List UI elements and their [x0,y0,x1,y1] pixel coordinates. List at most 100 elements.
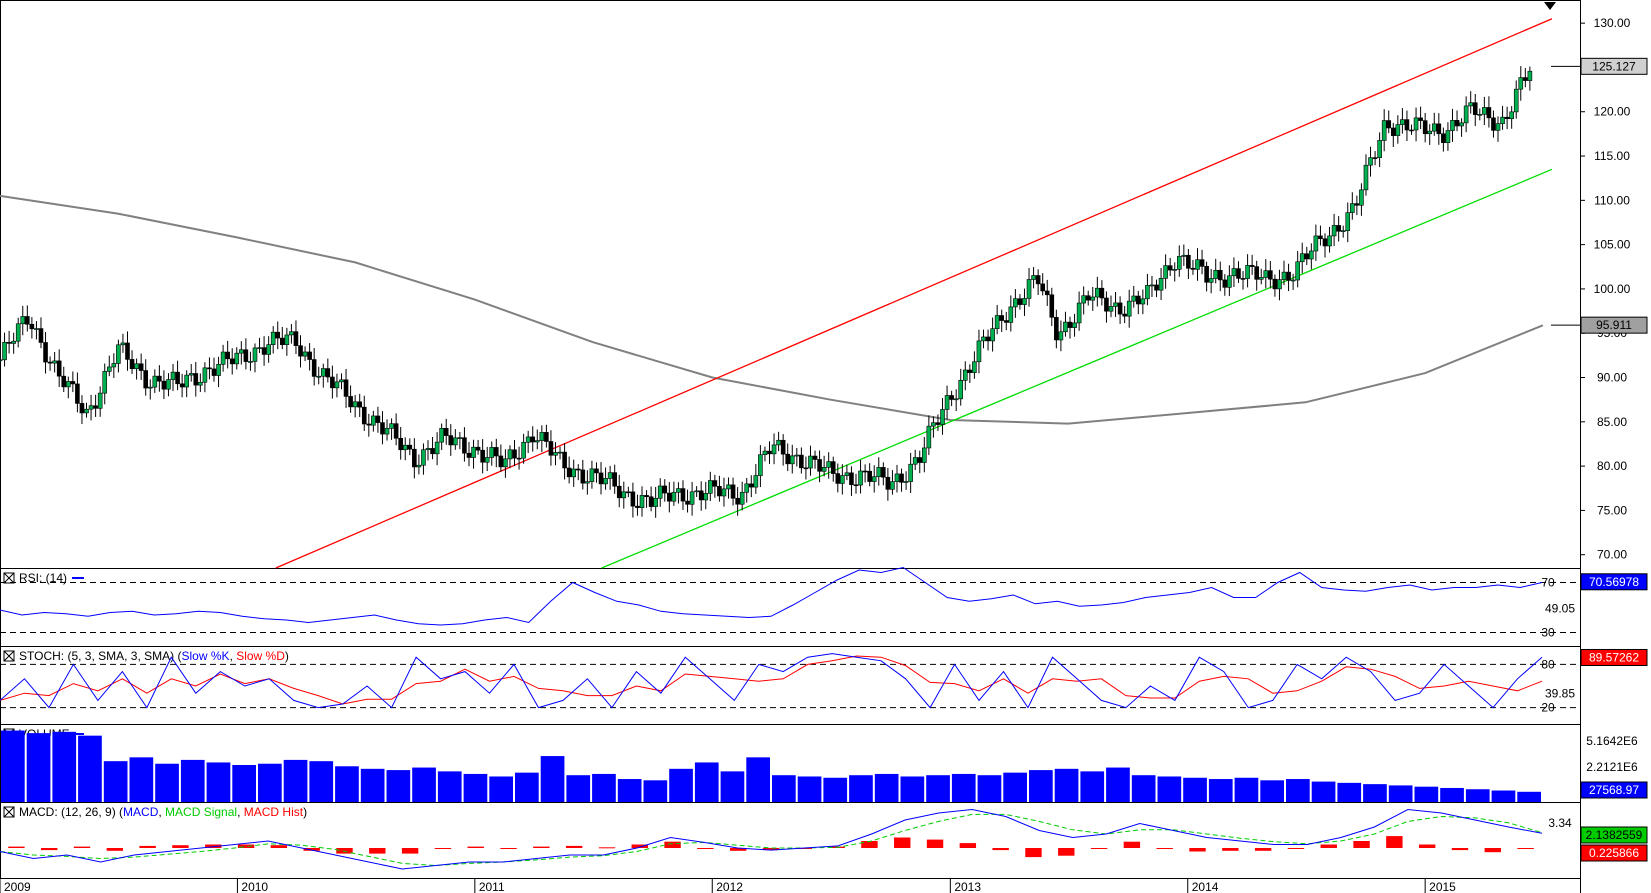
macd-title: MACD: (12, 26, 9) ( [19,805,123,819]
candle [803,456,809,480]
candle [808,445,813,476]
macd-hist-bar [1451,848,1469,851]
candle [1518,66,1524,101]
candle [152,369,158,393]
volume-bar [1363,784,1387,802]
candle [29,317,35,339]
candle [1003,311,1009,331]
volume-bar [1029,770,1053,802]
candle [1395,115,1401,144]
last-price-value: 125.127 [1592,59,1636,73]
candle [289,324,294,344]
candle [307,343,312,371]
candle [1167,257,1173,277]
rsi-value-badge: 70.56978 [1580,573,1648,591]
macd-hist-bar [237,844,255,848]
candle [1040,273,1045,296]
macd-signal-label: MACD Signal [165,805,237,819]
candle [830,456,836,482]
candle [935,414,941,431]
volume-bar [951,773,976,802]
volume-bar [874,773,899,802]
candle [448,424,454,456]
candle [1450,108,1455,142]
candle [553,442,558,466]
candle [129,350,135,375]
candle [1409,124,1414,135]
volume-bar [412,767,436,802]
volume-bar [1080,771,1105,802]
volume-bar [1286,779,1310,802]
candle [698,481,704,511]
volume-bar [258,763,282,802]
macd-tick: 3.34 [1548,816,1572,830]
candle [216,356,221,388]
macd-suffix: ) [303,805,307,819]
candle [439,423,444,451]
volume-bar [1106,767,1130,802]
candle [234,347,240,370]
candle [607,465,613,490]
macd-hist-bar [41,848,58,851]
candle [11,332,16,354]
candle [548,430,554,466]
volume-bar [669,768,693,802]
macd-hist-bar [336,848,353,854]
volume-tick-1: 5.1642E6 [1586,734,1638,748]
candle [981,329,986,349]
volume-bar [463,773,488,802]
volume-bar [1003,772,1027,802]
volume-bar [1465,789,1490,802]
candle [229,348,235,375]
candle [871,465,877,493]
candle [93,394,98,417]
candle [1026,268,1032,307]
volume-bar [1131,775,1156,802]
candles [0,66,1533,518]
candle [817,450,822,483]
candle [1122,306,1127,324]
candle [1354,195,1360,216]
candle [1240,271,1246,290]
candle [1527,66,1533,91]
candle [257,337,262,353]
candle [926,415,932,456]
candle [1422,112,1428,143]
candle [1277,269,1282,301]
candle [6,330,12,354]
candle [1022,288,1027,316]
price-tick-label: 110.00 [1594,193,1630,207]
macd-hist-label: MACD Hist [244,805,304,819]
candle [1400,108,1405,134]
macd-hist-bar [1156,848,1173,849]
candle [1035,269,1041,295]
candle [1359,183,1364,216]
candle [840,464,845,495]
macd-hist-bar [861,841,878,848]
macd-hist-bar [894,837,911,848]
candle [589,460,595,489]
volume-bar [180,759,205,802]
candle [972,351,977,379]
candle [453,429,458,450]
candle [1445,122,1451,151]
volume-bar [746,757,770,802]
candle [1418,106,1423,130]
candle [1386,110,1392,134]
candle [138,353,144,380]
candle [293,320,299,355]
volume-bar [129,757,154,802]
candle [944,385,950,420]
rsi-title: RSI: (14) [19,571,67,585]
candle [708,471,713,502]
candle [120,333,126,353]
svg-text:MACD: (12, 26, 9) (MACD, MACD: MACD: (12, 26, 9) (MACD, MACD Signal, MA… [19,805,307,819]
candle [193,361,199,397]
candle [1031,267,1036,289]
candle [65,376,71,399]
candle [325,358,331,383]
candle [630,482,636,518]
candle [1076,291,1082,331]
macd-signal-line [0,813,1543,867]
candle [157,365,162,392]
